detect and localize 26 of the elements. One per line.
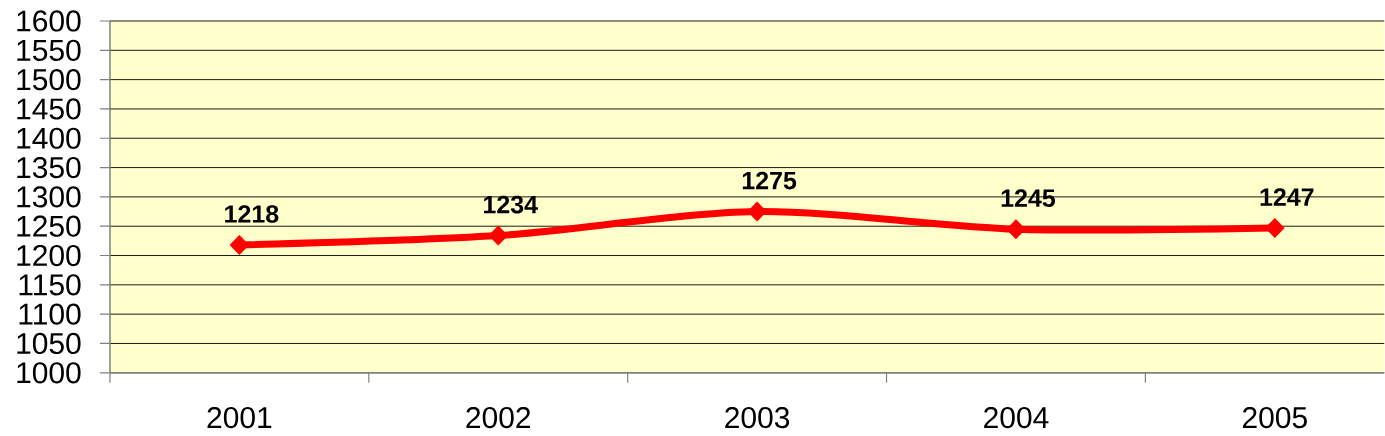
y-tick-label: 1100 — [19, 303, 81, 325]
y-tick-label: 1300 — [17, 186, 81, 208]
x-tick-label: 2002 — [466, 407, 531, 429]
y-tick-label: 1050 — [17, 332, 81, 355]
x-tick-label: 2001 — [207, 407, 272, 429]
y-tick-label: 1500 — [17, 69, 81, 91]
y-tick-label: 1400 — [17, 127, 81, 149]
x-tick-label: 2004 — [984, 407, 1049, 429]
point — [488, 225, 509, 246]
y-tick-label: 1350 — [17, 157, 81, 179]
y-tick-label: 1200 — [17, 245, 81, 267]
data-label: 1234 — [484, 195, 538, 214]
data-label: 1218 — [225, 205, 279, 223]
y-tick-label: 1250 — [17, 215, 81, 237]
point — [747, 201, 767, 222]
y-tick-label: 1450 — [17, 98, 81, 120]
y-tick-label: 1000 — [17, 362, 81, 384]
x-tick-label: 2005 — [1242, 407, 1307, 429]
point — [229, 235, 250, 256]
y-tick-label: 1550 — [17, 39, 81, 62]
y-tick-label: 1150 — [19, 274, 81, 296]
x-tick-label: 2003 — [725, 407, 790, 429]
point — [1265, 218, 1285, 239]
y-tick-label: 1600 — [17, 10, 81, 32]
data-label: 1275 — [742, 171, 797, 190]
point — [1006, 219, 1026, 240]
